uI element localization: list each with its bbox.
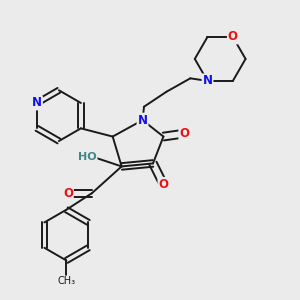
Text: N: N [32, 97, 42, 110]
Text: CH₃: CH₃ [57, 276, 76, 286]
Text: O: O [228, 30, 238, 44]
Text: N: N [202, 74, 212, 87]
Text: O: O [158, 178, 168, 191]
Text: HO: HO [78, 152, 97, 163]
Text: N: N [137, 114, 148, 127]
Text: O: O [63, 187, 73, 200]
Text: O: O [179, 127, 189, 140]
